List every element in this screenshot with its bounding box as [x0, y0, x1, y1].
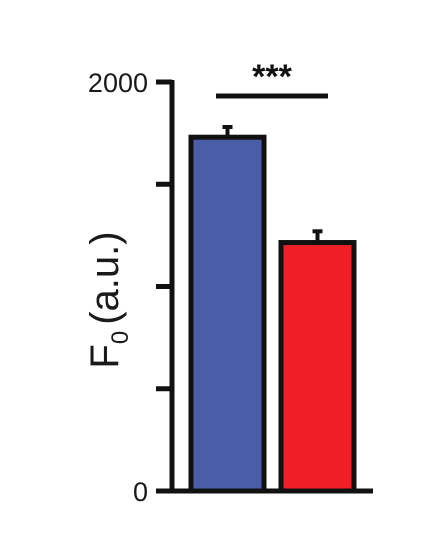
error-bars	[222, 124, 323, 243]
bars	[188, 134, 357, 494]
y-axis: 0 2000	[88, 68, 175, 507]
bar-0	[188, 134, 267, 494]
significance-annotation: ***	[216, 58, 328, 99]
y-label-main: F	[83, 344, 127, 368]
significance-stars: ***	[252, 58, 292, 96]
bar-1	[278, 240, 357, 494]
y-axis-label-text: F0 (a.u.)	[83, 231, 134, 368]
y-tick-label-0: 0	[133, 477, 148, 507]
y-label-subscript: 0	[107, 331, 134, 344]
y-label-unit: (a.u.)	[83, 231, 127, 324]
y-axis-label: F0 (a.u.)	[83, 231, 134, 368]
y-tick-label-1: 2000	[88, 68, 148, 98]
